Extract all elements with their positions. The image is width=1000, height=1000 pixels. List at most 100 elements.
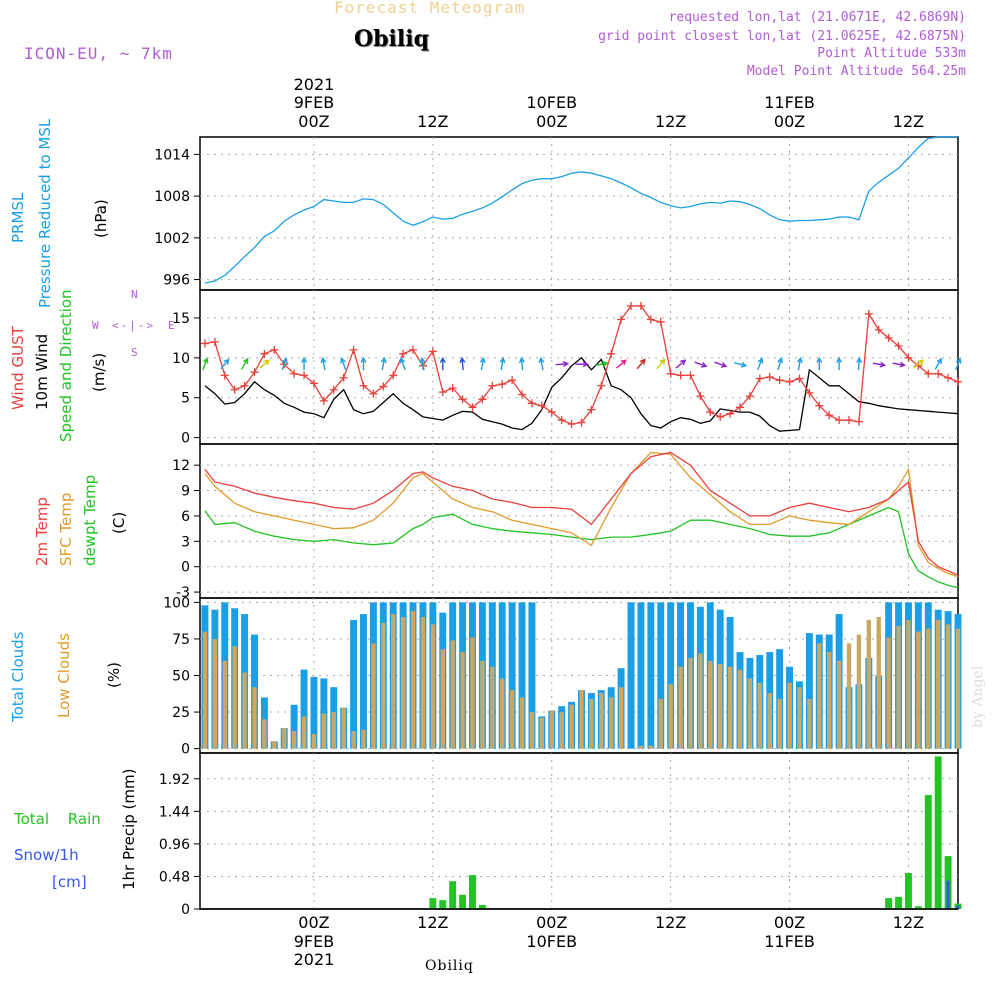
low-cloud-bar xyxy=(876,617,881,749)
low-cloud-bar xyxy=(509,690,515,749)
station-name: Obiliq xyxy=(354,26,430,52)
total-cloud-bar xyxy=(320,678,328,749)
low-cloud-bar xyxy=(817,643,822,749)
wind-arrow xyxy=(400,358,406,371)
gust-marker xyxy=(488,381,497,390)
low-cloud-bar xyxy=(708,660,713,749)
wind-arrow xyxy=(675,359,686,369)
low-cloud-bar xyxy=(440,649,445,749)
wind-arrow xyxy=(220,359,230,370)
gust-marker xyxy=(428,347,437,356)
gust-marker xyxy=(300,371,309,380)
y-tick-label: 1008 xyxy=(154,189,190,205)
total-cloud-bar xyxy=(290,704,298,749)
low-cloud-bar xyxy=(480,660,485,749)
gust-marker xyxy=(765,372,774,381)
requested-coords: requested lon,lat (21.0671E, 42.6869N) xyxy=(668,10,966,25)
gust-marker xyxy=(339,373,348,382)
low-cloud-bar xyxy=(232,646,237,749)
wind-arrow-head xyxy=(301,356,308,363)
gust-marker xyxy=(498,380,507,389)
low-cloud-bar xyxy=(846,643,852,749)
y-tick-label: 12 xyxy=(172,458,190,474)
low-cloud-bar xyxy=(381,622,386,749)
low-cloud-bar xyxy=(787,682,792,749)
gust-marker xyxy=(527,399,536,408)
gust-marker xyxy=(359,381,368,390)
gust-marker xyxy=(577,418,586,427)
wind-arrow xyxy=(797,358,802,371)
wind-arrow xyxy=(656,359,666,370)
low-cloud-bar xyxy=(737,669,743,749)
top-time-label: 00Z xyxy=(536,112,567,131)
gust-marker xyxy=(518,390,527,399)
wind-arrow xyxy=(777,358,782,371)
gust-marker xyxy=(260,349,269,358)
total-cloud-bar xyxy=(310,676,318,749)
gust-marker xyxy=(726,409,735,418)
gust-marker xyxy=(627,301,636,310)
low-cloud-bar xyxy=(321,713,327,749)
wind-arrow-head xyxy=(499,356,506,364)
wind-arrow xyxy=(757,358,763,371)
gust-marker xyxy=(736,403,745,412)
gust-marker xyxy=(409,345,418,354)
wind-arrow xyxy=(520,358,524,371)
wind-arrow-head xyxy=(816,356,823,363)
y-tick-label: 1014 xyxy=(154,147,190,163)
gust-marker xyxy=(230,385,239,394)
low-cloud-bar xyxy=(678,666,683,749)
top-time-label: 00Z xyxy=(298,112,329,131)
gust-marker xyxy=(666,369,675,378)
chart-title: Forecast Meteogram xyxy=(334,0,526,17)
wind-arrow-head xyxy=(242,357,249,365)
compass-arrows: <-|-> xyxy=(112,319,156,332)
top-time-label: 12Z xyxy=(893,112,924,131)
gust-marker xyxy=(795,374,804,383)
low-cloud-bar xyxy=(658,698,663,749)
y-tick-label: 0.48 xyxy=(159,869,190,885)
y-tick-label: 10 xyxy=(172,351,190,367)
gust-marker xyxy=(894,341,903,350)
gust-marker xyxy=(290,369,299,378)
y-tick-label: 0 xyxy=(181,902,190,918)
total-cloud-bar xyxy=(518,602,526,749)
low-cloud-bar xyxy=(648,745,654,749)
wind-arrow xyxy=(734,361,746,367)
wind-arrow-head xyxy=(899,361,906,368)
gust-marker xyxy=(379,382,388,391)
gust-marker xyxy=(864,309,873,318)
prmsl-line xyxy=(204,136,958,284)
low-cloud-bar xyxy=(301,716,307,749)
wind-arrow-head xyxy=(360,356,367,363)
low-cloud-bar xyxy=(618,687,624,749)
wind-arrow xyxy=(202,358,208,371)
gust-marker xyxy=(309,379,318,388)
wind-arrow-head xyxy=(757,357,764,364)
footer-station: Obiliq xyxy=(425,958,474,974)
gust-marker xyxy=(567,420,576,429)
gust-marker xyxy=(884,333,893,342)
y-tick-label: 0 xyxy=(181,742,190,758)
wind-arrow-head xyxy=(459,356,466,364)
low-cloud-bar xyxy=(856,634,862,749)
low-cloud-bar xyxy=(400,617,406,749)
low-cloud-bar xyxy=(371,643,376,749)
gust-marker xyxy=(636,301,645,310)
low-cloud-bar xyxy=(827,652,832,749)
wind-arrow-head xyxy=(856,356,863,364)
gust-marker xyxy=(547,408,556,417)
wind-arrow-head xyxy=(955,357,962,364)
low-cloud-bar xyxy=(866,619,872,749)
wind-arrow-head xyxy=(320,356,327,364)
total-cloud-bar xyxy=(498,602,506,749)
top-time-label: 2021 xyxy=(294,75,335,94)
wind-arrow xyxy=(259,359,270,369)
low-cloud-bar xyxy=(331,712,336,749)
wind-arrow-head xyxy=(639,358,646,365)
bottom-time-label: 11FEB xyxy=(764,932,815,951)
rain-bar xyxy=(934,756,942,909)
gust-marker xyxy=(210,337,219,346)
gust-marker xyxy=(557,416,566,425)
gust-marker xyxy=(319,396,328,405)
